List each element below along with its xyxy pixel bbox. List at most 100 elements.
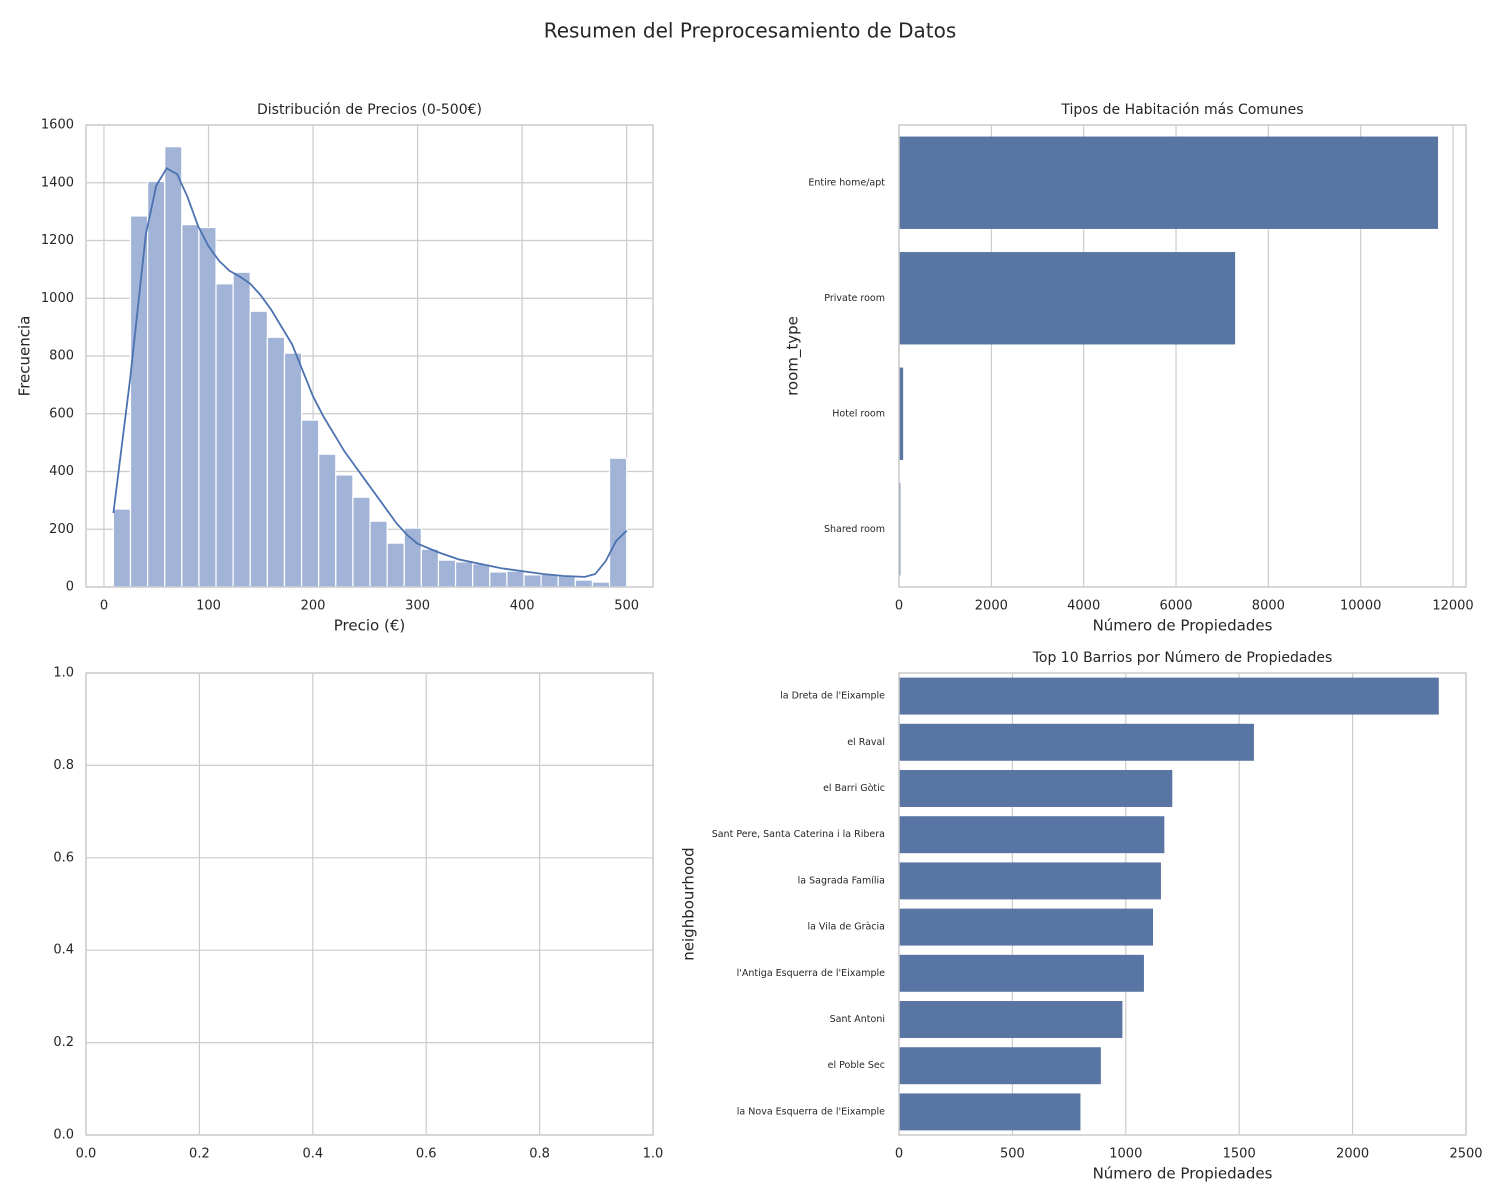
- x-tick-label: 0: [100, 599, 108, 614]
- histogram-bar: [300, 419, 320, 588]
- bar: [899, 816, 1165, 854]
- histogram-bar: [112, 508, 132, 588]
- y-tick-label: 200: [49, 522, 74, 537]
- axes-title: Tipos de Habitación más Comunes: [1060, 102, 1303, 118]
- y-tick-label: la Nova Esquerra de l'Eixample: [737, 1106, 885, 1117]
- y-tick-label: 0.2: [53, 1035, 74, 1050]
- y-tick-label: Entire home/apt: [808, 177, 885, 188]
- y-tick-label: Sant Antoni: [830, 1014, 885, 1025]
- histogram-bar: [472, 563, 491, 588]
- y-axis-label: Frecuencia: [16, 316, 34, 397]
- y-tick-label: 1.0: [53, 666, 74, 681]
- x-tick-label: 1.0: [643, 1147, 664, 1162]
- bar: [899, 723, 1254, 761]
- y-tick-label: 0.6: [53, 850, 74, 865]
- histogram-bar: [557, 575, 576, 588]
- x-tick-label: 0: [895, 1147, 903, 1162]
- bar: [899, 136, 1439, 229]
- axes-frame: [85, 124, 654, 588]
- x-tick-label: 1500: [1223, 1147, 1256, 1162]
- x-tick-label: 0.0: [76, 1147, 97, 1162]
- bar: [899, 1093, 1081, 1131]
- x-axis-label: Precio (€): [334, 617, 405, 635]
- y-tick-label: el Raval: [847, 737, 885, 748]
- x-axis-label: Número de Propiedades: [1093, 1165, 1273, 1183]
- axes-frame: [85, 672, 654, 1136]
- histogram-bar: [420, 548, 440, 588]
- histogram-bar: [386, 542, 405, 588]
- histogram-bar: [198, 226, 217, 588]
- y-tick-label: la Dreta de l'Eixample: [780, 691, 885, 702]
- x-tick-label: 1000: [1109, 1147, 1142, 1162]
- y-tick-label: 1600: [41, 118, 74, 133]
- y-tick-label: el Barri Gòtic: [823, 783, 885, 794]
- histogram-bar: [369, 520, 388, 588]
- y-tick-label: 1400: [41, 175, 74, 190]
- y-tick-label: Sant Pere, Santa Caterina i la Ribera: [712, 829, 885, 840]
- histogram-bar: [283, 352, 303, 588]
- bar: [899, 367, 904, 460]
- histogram-bar: [181, 224, 200, 588]
- x-tick-label: 12000: [1432, 599, 1473, 614]
- y-tick-label: Shared room: [824, 524, 885, 535]
- histogram-bar: [164, 146, 183, 588]
- histogram-bar: [129, 215, 149, 588]
- histogram-bar: [335, 474, 354, 588]
- axes-frame: [898, 672, 1467, 1136]
- bar: [899, 862, 1161, 900]
- bar: [899, 954, 1144, 992]
- y-tick-label: Hotel room: [832, 408, 885, 419]
- axes-title: Top 10 Barrios por Número de Propiedades: [1032, 650, 1333, 666]
- x-tick-label: 0: [895, 599, 903, 614]
- x-tick-label: 10000: [1340, 599, 1381, 614]
- histogram-bar: [574, 579, 594, 588]
- x-tick-label: 0.8: [529, 1147, 550, 1162]
- x-tick-label: 100: [196, 599, 221, 614]
- histogram-bar: [403, 527, 422, 588]
- x-tick-label: 0.6: [416, 1147, 437, 1162]
- x-tick-label: 400: [510, 599, 535, 614]
- y-tick-label: 600: [49, 406, 74, 421]
- histogram-bar: [147, 180, 166, 588]
- y-tick-label: 0.4: [53, 943, 74, 958]
- axes-title: Distribución de Precios (0-500€): [257, 102, 482, 118]
- x-tick-label: 4000: [1067, 599, 1100, 614]
- histogram-bar: [437, 559, 457, 588]
- histogram-bar: [215, 283, 234, 588]
- y-tick-label: Private room: [824, 293, 885, 304]
- x-tick-label: 2000: [1336, 1147, 1369, 1162]
- x-tick-label: 2000: [975, 599, 1008, 614]
- y-tick-label: 1000: [41, 291, 74, 306]
- bar: [899, 1001, 1123, 1038]
- y-tick-label: 0.8: [53, 758, 74, 773]
- histogram-bar: [608, 457, 628, 588]
- bar: [899, 908, 1154, 946]
- y-tick-label: l'Antiga Esquerra de l'Eixample: [737, 968, 885, 979]
- y-tick-label: la Vila de Gràcia: [807, 922, 885, 933]
- y-tick-label: el Poble Sec: [828, 1060, 885, 1071]
- histogram-bar: [489, 571, 508, 588]
- x-tick-label: 8000: [1252, 599, 1285, 614]
- y-tick-label: 400: [49, 464, 74, 479]
- histogram-bar: [232, 271, 251, 588]
- x-axis-label: Número de Propiedades: [1093, 617, 1273, 635]
- y-axis-label: room_type: [784, 316, 803, 396]
- kde-line: [112, 167, 628, 578]
- figure-title: Resumen del Preprocesamiento de Datos: [544, 19, 957, 43]
- x-tick-label: 500: [1000, 1147, 1025, 1162]
- bar: [899, 1047, 1101, 1085]
- y-tick-label: 0.0: [53, 1128, 74, 1143]
- histogram-bar: [506, 570, 525, 588]
- bar: [899, 677, 1439, 715]
- y-tick-label: 0: [66, 580, 74, 595]
- x-tick-label: 500: [614, 599, 639, 614]
- y-axis-label: neighbourhood: [680, 847, 698, 960]
- bar: [899, 770, 1173, 807]
- y-tick-label: 1200: [41, 233, 74, 248]
- bar: [899, 252, 1236, 345]
- histogram-bar: [454, 561, 474, 588]
- histogram-bar: [523, 574, 542, 588]
- x-tick-label: 2500: [1449, 1147, 1482, 1162]
